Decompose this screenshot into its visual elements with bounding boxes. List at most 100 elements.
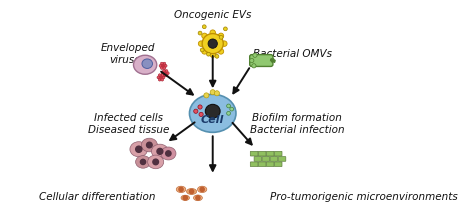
Circle shape <box>219 35 223 39</box>
Circle shape <box>214 91 219 96</box>
Circle shape <box>200 48 204 52</box>
Circle shape <box>163 62 166 65</box>
Circle shape <box>163 67 166 70</box>
Circle shape <box>218 33 224 39</box>
FancyBboxPatch shape <box>266 162 274 166</box>
Circle shape <box>140 159 146 165</box>
Circle shape <box>164 64 167 67</box>
Circle shape <box>199 112 203 116</box>
Circle shape <box>160 67 163 70</box>
FancyArrowPatch shape <box>233 68 249 93</box>
Circle shape <box>210 30 216 35</box>
Ellipse shape <box>161 147 176 160</box>
Circle shape <box>218 49 224 54</box>
Circle shape <box>207 52 210 56</box>
Circle shape <box>153 159 158 165</box>
Circle shape <box>157 148 163 154</box>
Circle shape <box>227 111 230 115</box>
Circle shape <box>162 65 164 67</box>
FancyBboxPatch shape <box>258 151 266 156</box>
Circle shape <box>163 70 165 73</box>
Circle shape <box>252 64 256 68</box>
Ellipse shape <box>193 195 202 201</box>
Ellipse shape <box>130 142 148 157</box>
FancyBboxPatch shape <box>250 151 258 156</box>
Circle shape <box>165 70 168 73</box>
FancyBboxPatch shape <box>266 151 274 156</box>
Circle shape <box>136 146 142 152</box>
Ellipse shape <box>148 155 164 169</box>
Text: Cellular differentiation: Cellular differentiation <box>39 192 155 202</box>
Text: Biofilm formation
Bacterial infection: Biofilm formation Bacterial infection <box>250 113 345 135</box>
Circle shape <box>158 78 161 81</box>
Circle shape <box>223 27 228 31</box>
Circle shape <box>230 107 234 111</box>
Circle shape <box>204 93 209 98</box>
Circle shape <box>161 72 164 75</box>
FancyBboxPatch shape <box>262 157 270 161</box>
Circle shape <box>163 74 165 77</box>
Circle shape <box>183 196 187 200</box>
Circle shape <box>194 109 198 113</box>
Circle shape <box>166 72 169 75</box>
Circle shape <box>146 142 152 148</box>
Circle shape <box>158 74 161 77</box>
Circle shape <box>250 58 254 63</box>
FancyArrowPatch shape <box>161 72 193 95</box>
Ellipse shape <box>176 186 186 193</box>
Ellipse shape <box>202 34 223 54</box>
Circle shape <box>161 78 164 81</box>
Circle shape <box>253 53 257 57</box>
Text: Cell: Cell <box>201 115 224 125</box>
Circle shape <box>164 72 166 74</box>
FancyArrowPatch shape <box>210 56 216 86</box>
Circle shape <box>210 52 216 57</box>
FancyBboxPatch shape <box>274 162 282 166</box>
Circle shape <box>200 187 204 192</box>
Text: Enveloped
viruses: Enveloped viruses <box>101 43 155 65</box>
Ellipse shape <box>190 94 236 132</box>
Text: Bacterial OMVs: Bacterial OMVs <box>254 49 332 59</box>
Circle shape <box>179 187 183 192</box>
Circle shape <box>202 25 206 29</box>
Ellipse shape <box>142 59 153 68</box>
Ellipse shape <box>134 55 157 74</box>
Circle shape <box>196 196 200 200</box>
Circle shape <box>208 39 218 48</box>
FancyBboxPatch shape <box>250 162 258 166</box>
Circle shape <box>202 33 207 39</box>
Circle shape <box>165 74 168 77</box>
FancyArrowPatch shape <box>233 123 252 144</box>
Text: Pro-tumorigenic microenvironments: Pro-tumorigenic microenvironments <box>270 192 457 202</box>
FancyBboxPatch shape <box>250 55 273 66</box>
Circle shape <box>190 189 194 194</box>
Ellipse shape <box>187 189 197 195</box>
FancyBboxPatch shape <box>278 157 286 161</box>
Circle shape <box>166 151 171 156</box>
Circle shape <box>202 49 207 54</box>
Circle shape <box>161 74 164 77</box>
Circle shape <box>210 90 215 95</box>
Circle shape <box>157 76 160 79</box>
Circle shape <box>160 62 163 65</box>
FancyBboxPatch shape <box>274 151 282 156</box>
FancyBboxPatch shape <box>258 162 266 166</box>
Circle shape <box>159 64 162 67</box>
FancyBboxPatch shape <box>270 157 278 161</box>
Circle shape <box>227 104 230 108</box>
Ellipse shape <box>205 104 220 118</box>
Circle shape <box>215 54 219 58</box>
FancyArrowPatch shape <box>170 122 195 140</box>
Text: Infected cells
Diseased tissue: Infected cells Diseased tissue <box>88 113 169 135</box>
Circle shape <box>198 31 202 35</box>
Ellipse shape <box>152 144 168 159</box>
Circle shape <box>198 105 202 109</box>
Text: Oncogenic EVs: Oncogenic EVs <box>174 10 251 20</box>
Circle shape <box>198 41 204 46</box>
Circle shape <box>160 76 162 79</box>
Ellipse shape <box>136 156 150 168</box>
FancyBboxPatch shape <box>254 157 262 161</box>
Ellipse shape <box>181 195 190 201</box>
Ellipse shape <box>198 186 207 193</box>
Circle shape <box>221 41 227 46</box>
